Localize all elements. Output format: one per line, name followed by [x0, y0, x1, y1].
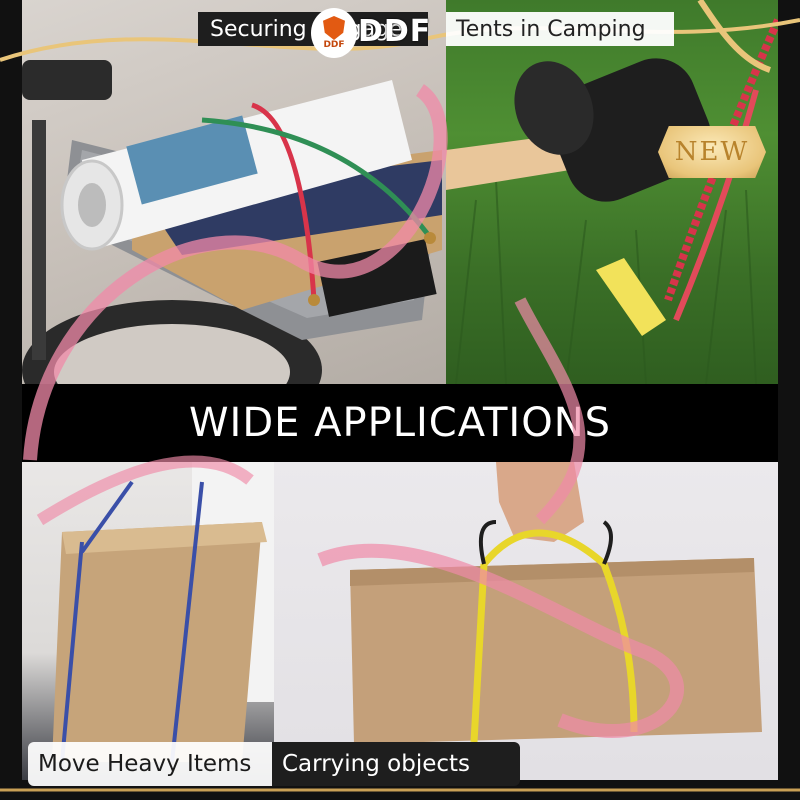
tag-move-heavy-items: Move Heavy Items: [28, 742, 272, 786]
logo-mark-text: DDF: [323, 40, 345, 50]
ddf-logo: DDF: [313, 10, 355, 56]
bike-rack-illustration: [22, 60, 442, 384]
photo-bike-rack: [22, 0, 446, 384]
tag-carrying-objects: Carrying objects: [272, 742, 520, 786]
tag-tents-camping: Tents in Camping: [446, 12, 674, 46]
moving-box-illustration: [52, 462, 274, 763]
logo-big-text: DDF: [358, 14, 432, 49]
banner-title: WIDE APPLICATIONS: [188, 400, 612, 446]
carrying-box-illustration: [350, 462, 762, 744]
photo-carrying-box: [274, 462, 778, 780]
tent-stake-illustration: [446, 18, 778, 384]
photo-moving-box: [22, 462, 274, 780]
wide-applications-banner: WIDE APPLICATIONS: [22, 384, 778, 462]
photo-tent-stake: [446, 0, 778, 384]
new-badge: NEW: [658, 126, 766, 178]
new-badge-label: NEW: [674, 137, 750, 167]
shield-icon: [323, 16, 345, 40]
